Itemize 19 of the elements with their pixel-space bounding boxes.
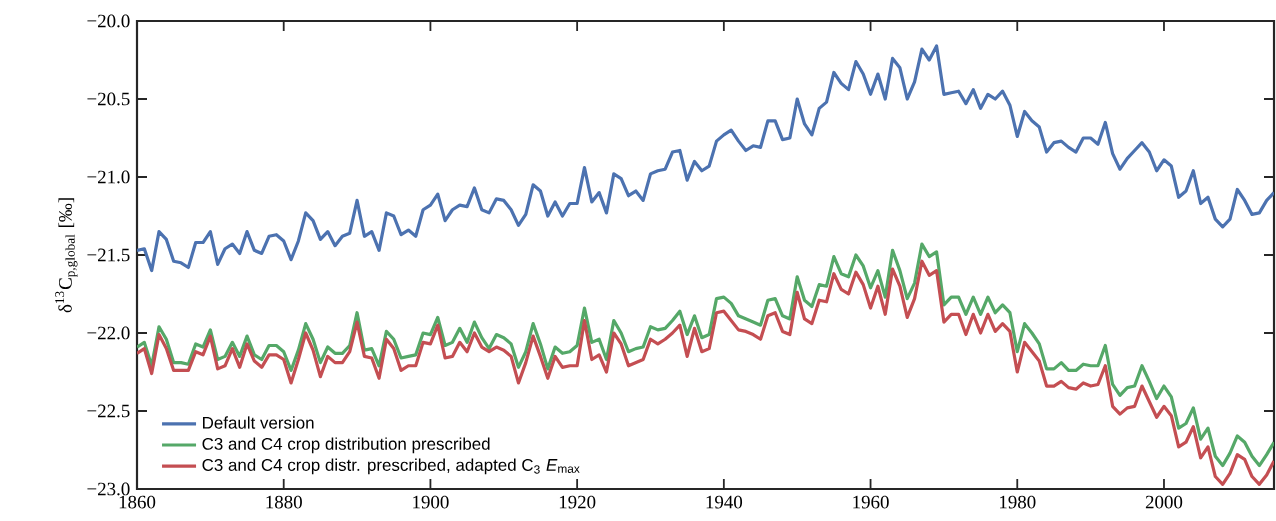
y-tick-label: −21.5: [87, 248, 130, 262]
x-tick-label: 1860: [119, 495, 156, 509]
y-tick-label: −23.0: [87, 482, 130, 496]
x-tick-label: 1880: [266, 495, 302, 509]
x-tick-label: 1940: [706, 495, 743, 509]
x-tick-label: 2000: [1145, 495, 1183, 509]
y-tick-label: −22.5: [87, 404, 130, 418]
y-tick-label: −21.0: [87, 170, 130, 184]
y-axis-title: δ$^{13}$C$_{p,global}$ [‰]: [55, 198, 78, 313]
y-tick-label: −20.5: [87, 92, 130, 106]
legend-label: C3 and C4 crop distribution prescribed: [202, 437, 490, 454]
legend-label: C3 and C4 crop distr. prescribed, adapted C$_{3}$ E$_{max}$: [202, 458, 580, 475]
x-tick-label: 1900: [413, 495, 449, 509]
x-tick-label: 1920: [559, 495, 596, 509]
y-tick-label: −22.0: [87, 326, 130, 340]
legend-label: Default version: [203, 416, 314, 429]
x-tick-label: 1980: [999, 495, 1036, 509]
x-tick-label: 1960: [853, 495, 889, 509]
y-tick-label: −20.0: [87, 14, 130, 28]
